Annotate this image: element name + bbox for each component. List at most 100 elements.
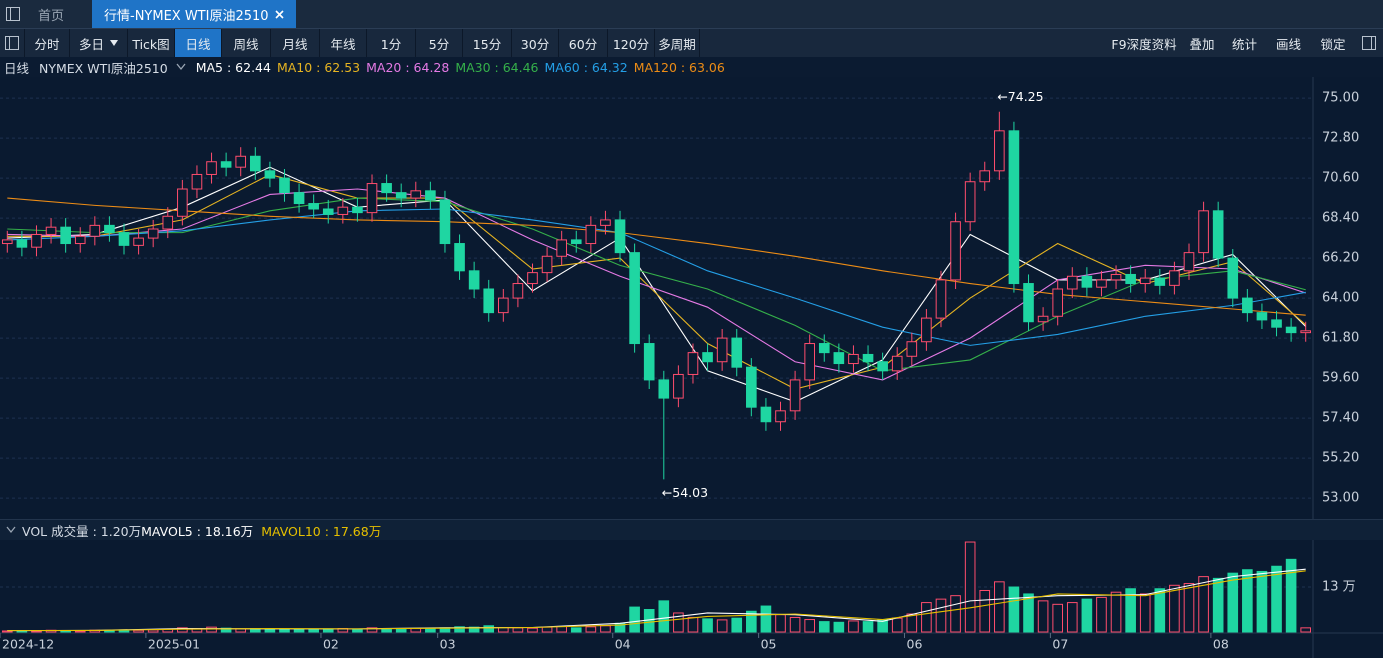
dropdown-icon[interactable] [110, 40, 118, 46]
candle-body [1212, 210, 1224, 259]
annotation: ←54.03 [662, 485, 708, 500]
candle-body [468, 270, 480, 290]
candle-body [133, 237, 144, 246]
x-tick-label: 02 [323, 637, 339, 652]
volume-bar [950, 595, 961, 633]
candle-body [1183, 252, 1195, 272]
volume-title: VOL 成交量 : 1.20万 [22, 523, 142, 539]
candle-body [512, 283, 524, 299]
volume-bar [731, 617, 743, 633]
volume-bar [541, 626, 553, 633]
volume-bar [979, 589, 991, 633]
candle-body [1285, 326, 1297, 334]
toolbar-button[interactable]: Tick图 [128, 29, 175, 57]
toolbar-button[interactable]: 1分 [367, 29, 416, 57]
tab-active[interactable]: 行情-NYMEX WTI原油2510 [92, 0, 296, 28]
volume-bar [352, 628, 363, 633]
candle-body [308, 203, 319, 210]
volume-bar [1023, 593, 1034, 633]
candle-body [1037, 315, 1049, 323]
toolbar-button[interactable]: 年线 [320, 29, 367, 57]
toolbar-button[interactable]: 30分 [512, 29, 559, 57]
volume-bar [206, 626, 217, 633]
volume-bar [512, 627, 524, 633]
candle-body [454, 243, 465, 272]
y-tick-label: 72.80 [1322, 131, 1359, 146]
tab[interactable]: 首页 [38, 8, 65, 24]
candle-body [31, 233, 42, 248]
candle-body [177, 188, 188, 217]
candle-body [760, 406, 772, 423]
candle-body [906, 341, 918, 357]
candle-body [877, 361, 888, 372]
toolbar-button[interactable]: 叠加 [1189, 36, 1215, 52]
x-tick-label: 03 [440, 637, 456, 652]
candle-body [1139, 277, 1151, 285]
dropdown-icon[interactable] [176, 63, 186, 71]
volume-bar [468, 626, 480, 633]
candle-body [235, 155, 247, 168]
candle-body [1271, 319, 1282, 328]
candle-body [249, 155, 261, 172]
toolbar-button[interactable]: 60分 [559, 29, 608, 57]
candle-body [16, 239, 28, 248]
x-tick-label: 04 [615, 637, 631, 652]
tool-buttons: F9深度资料 叠加 统计 画线 锁定 [1107, 29, 1355, 57]
candle-body [658, 379, 670, 399]
legend-entry: MA20 : 64.28 [366, 59, 450, 75]
candle-body [425, 190, 436, 201]
volume-bar [702, 618, 713, 633]
toolbar-button[interactable]: 画线 [1275, 36, 1301, 52]
volume-bar [935, 598, 947, 633]
close-icon[interactable] [274, 9, 284, 19]
toolbar-button[interactable]: 多周期 [655, 29, 700, 57]
candle-body [964, 181, 976, 223]
volume-bar [746, 610, 757, 633]
legend-entry: MA30 : 64.46 [455, 59, 539, 75]
toolbar-button[interactable]: 5分 [416, 29, 463, 57]
ma-line [7, 197, 1306, 372]
candle-body [395, 192, 407, 199]
toolbar-button[interactable]: 15分 [463, 29, 512, 57]
price-header: 日线 NYMEX WTI原油2510 MA5 : 62.44 MA10 : 62.… [0, 57, 1383, 77]
candle-body [1023, 283, 1034, 323]
dropdown-icon[interactable] [6, 526, 16, 534]
menu-icon[interactable] [0, 0, 26, 28]
panel-icon[interactable] [1355, 29, 1383, 57]
candle-body [74, 235, 86, 245]
toolbar-button[interactable]: 日线 [175, 29, 222, 57]
candle-body [60, 226, 71, 245]
toolbar-button[interactable]: 统计 [1231, 36, 1257, 52]
toolbar-button[interactable]: 多日 [70, 29, 128, 57]
annotation: ←74.25 [997, 89, 1043, 104]
toolbar-button[interactable]: 锁定 [1320, 36, 1346, 52]
x-tick-label: 08 [1213, 637, 1229, 652]
toolbar-button[interactable]: F9深度资料 [1111, 36, 1177, 52]
legend-entry: MA10 : 62.53 [276, 59, 361, 75]
volume-bar [381, 628, 392, 633]
volume-bar [629, 606, 640, 633]
volume-bar [789, 616, 801, 633]
candle-body [337, 206, 349, 215]
y-tick-label: 68.40 [1322, 211, 1359, 226]
volume-bar [1198, 576, 1209, 633]
toolbar-button[interactable]: 周线 [222, 29, 271, 57]
candle-body [45, 226, 57, 235]
icon [1362, 36, 1376, 50]
candle-body [994, 130, 1005, 172]
toolbar-button[interactable]: 月线 [271, 29, 320, 57]
y-tick-label: 70.60 [1322, 171, 1359, 186]
candle-body [206, 161, 217, 175]
toolbar-button[interactable]: 120分 [608, 29, 655, 57]
candle-body [118, 232, 130, 246]
volume-bar [1285, 558, 1297, 633]
volume-bar [994, 581, 1005, 633]
panel-icon[interactable] [0, 29, 25, 57]
candle-body [162, 215, 174, 230]
toolbar-button[interactable]: 分时 [25, 29, 70, 57]
candle-body [381, 183, 392, 194]
y-tick-label: 59.60 [1322, 371, 1359, 386]
volume-bar [264, 628, 276, 633]
x-tick-label: 06 [907, 637, 923, 652]
volume-bar [1169, 584, 1180, 633]
